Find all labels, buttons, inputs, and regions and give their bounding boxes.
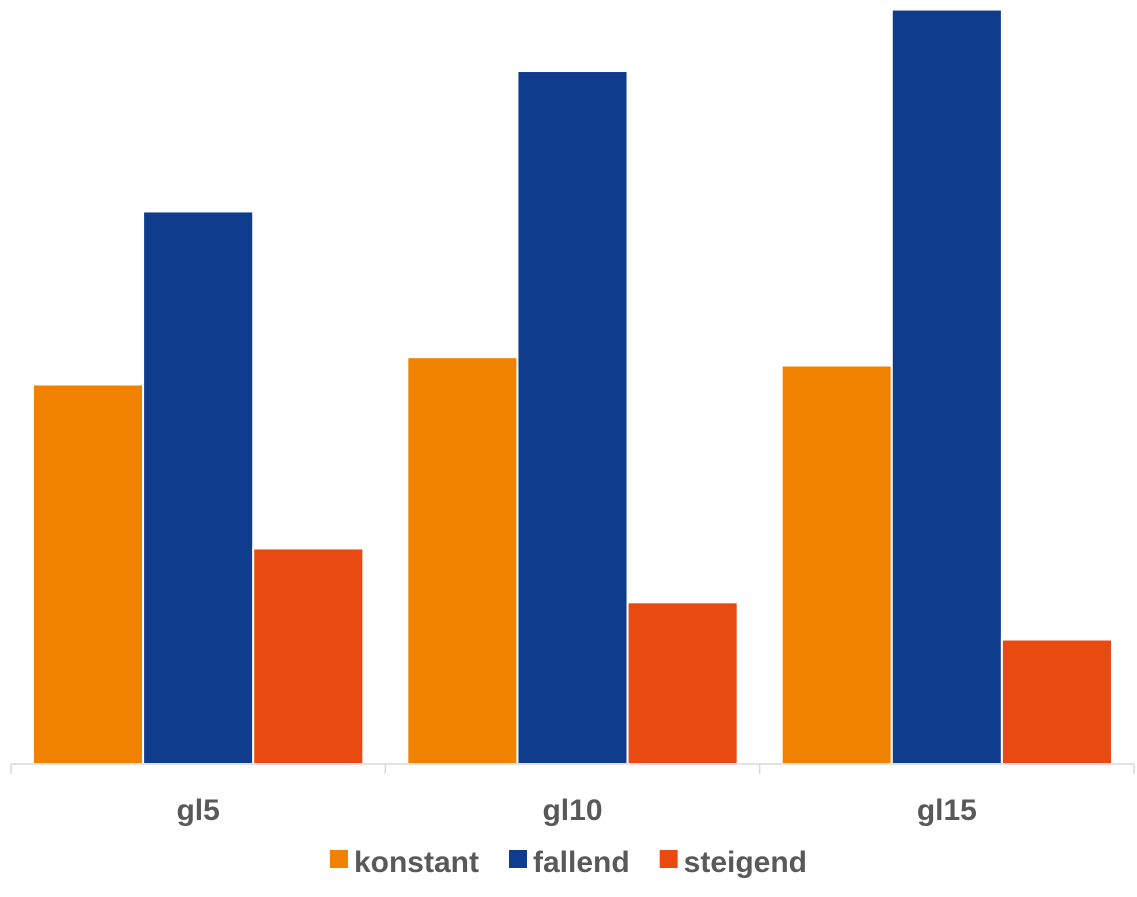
legend-swatch-konstant [329,850,348,868]
legend-label: konstant [354,846,479,879]
legend-label: steigend [684,846,807,879]
legend-swatch-steigend [659,850,678,868]
bars-layer [32,8,1114,766]
x-tick-label: gl10 [542,794,602,827]
x-axis: gl5 gl10 gl15 [10,763,1135,827]
legend: konstant fallend steigend [329,846,807,879]
bar-gl5-fallend [142,210,255,765]
x-tick-label: gl5 [176,794,219,827]
bar-gl15-steigend [1000,638,1114,766]
bar-gl10-steigend [626,601,739,766]
legend-label: fallend [533,846,630,879]
bar-gl15-konstant [780,364,893,765]
x-tick-label: gl15 [917,794,977,827]
bar-gl10-konstant [406,356,519,765]
bar-gl5-steigend [252,547,365,765]
bar-gl15-fallend [890,8,1003,766]
bar-gl5-konstant [32,383,145,765]
bar-gl10-fallend [516,70,629,765]
legend-swatch-fallend [508,850,527,868]
